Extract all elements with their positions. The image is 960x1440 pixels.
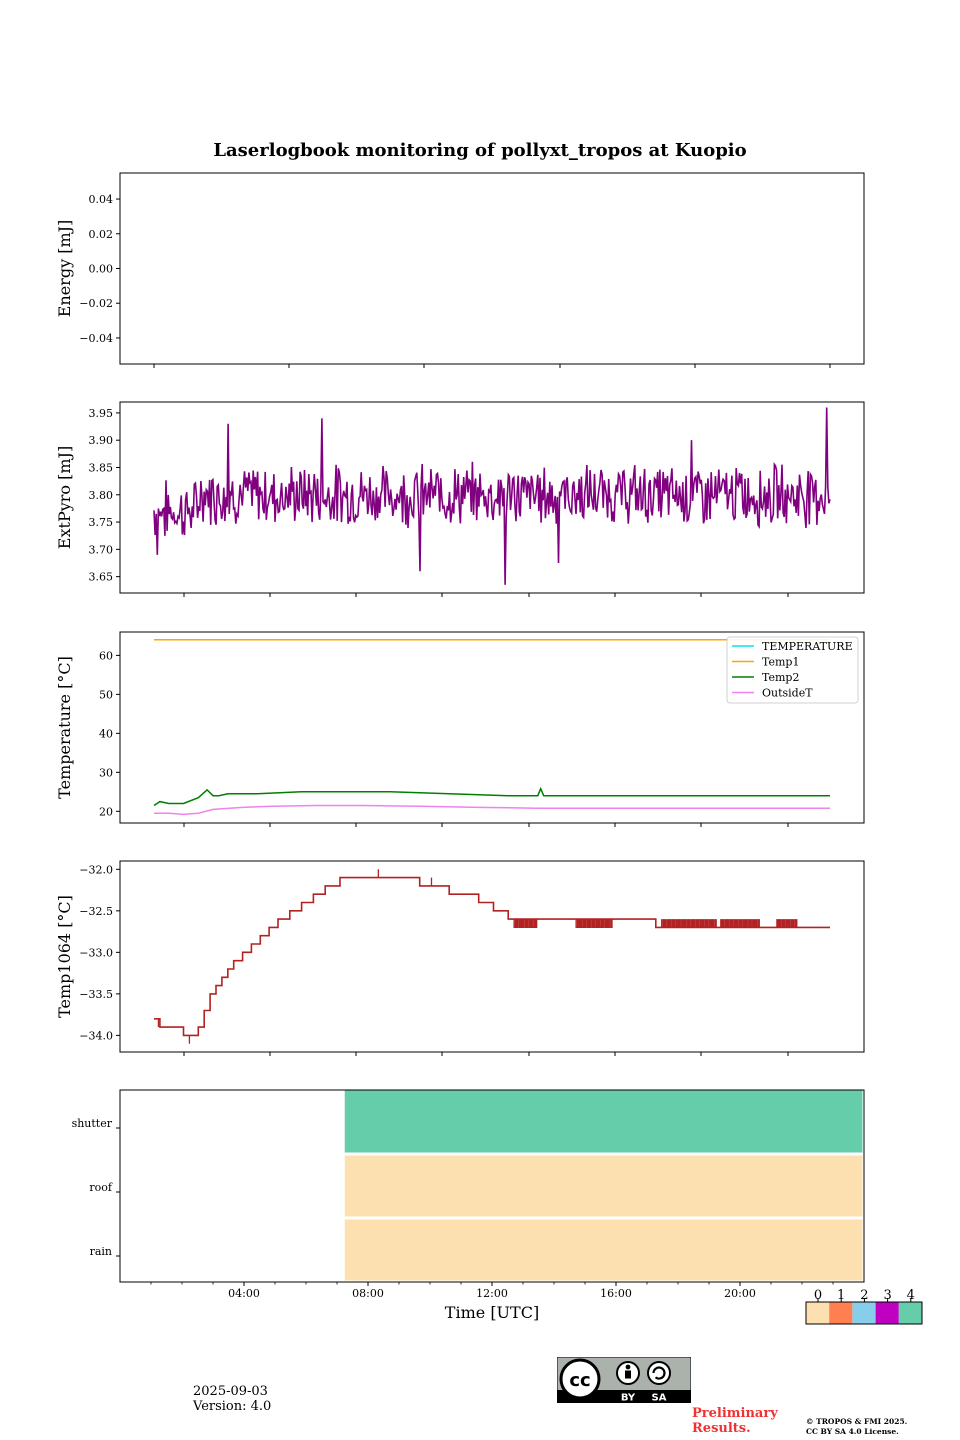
extpyro-ylabel: ExtPyro [mJ] (55, 446, 74, 549)
energy-frame (119, 172, 865, 365)
copyright-line-1: © TROPOS & FMI 2025. (806, 1417, 908, 1426)
status-panel: shutter roof rain 04:00 08:00 12:00 16:00 20:00… (72, 1089, 865, 1322)
energy-ytick-label: 0.02 (89, 228, 114, 241)
colorbar-swatch (829, 1302, 853, 1324)
temperature-ytick-label: 30 (99, 766, 113, 779)
footer-info: 2025-09-03 Version: 4.0 (193, 1384, 271, 1414)
colorbar-swatch (806, 1302, 830, 1324)
preliminary-note: Preliminary Results. (692, 1406, 778, 1436)
by-label: BY (621, 1393, 636, 1404)
footer-date: 2025-09-03 (193, 1384, 268, 1399)
footer-version: Version: 4.0 (193, 1399, 272, 1414)
temp1064-toggle (720, 919, 760, 929)
status-row-label: shutter (72, 1117, 113, 1130)
energy-ytick-label: −0.02 (79, 297, 113, 310)
extpyro-panel: 3.95 3.90 3.85 3.80 3.75 3.70 3.65 ExtPyro [mJ] (55, 401, 865, 597)
status-xtick-label: 12:00 (476, 1287, 508, 1300)
temperature-ytick-label: 50 (99, 688, 113, 701)
energy-ytick-label: 0.00 (89, 263, 114, 276)
extpyro-ytick-label: 3.90 (89, 434, 114, 447)
colorbar-label: 0 (814, 1288, 822, 1303)
x-axis-label: Time [UTC] (445, 1303, 539, 1322)
extpyro-ytick-label: 3.75 (89, 516, 114, 529)
status-row-label: rain (90, 1245, 112, 1258)
temperature-ytick-label: 40 (99, 727, 113, 740)
figure-title: Laserlogbook monitoring of pollyxt_tropo… (213, 140, 747, 161)
temp1064-toggle (661, 919, 717, 929)
colorbar-label: 4 (907, 1288, 915, 1303)
cc-by-sa-badge-icon: cc BY SA (557, 1357, 691, 1403)
temperature-ylabel: Temperature [°C] (55, 656, 74, 799)
energy-ylabel: Energy [mJ] (55, 220, 74, 318)
cc-label: cc (569, 1370, 590, 1391)
copyright-note: © TROPOS & FMI 2025. CC BY SA 4.0 Licens… (806, 1417, 907, 1437)
extpyro-ytick-label: 3.95 (89, 407, 114, 420)
colorbar-label: 3 (883, 1288, 891, 1303)
temp1064-toggle (776, 919, 798, 929)
extpyro-ytick-label: 3.70 (89, 543, 114, 556)
legend-label: Temp2 (762, 671, 799, 684)
status-xtick-label: 20:00 (724, 1287, 756, 1300)
energy-ytick-label: 0.04 (89, 193, 114, 206)
extpyro-series-line (153, 407, 831, 585)
temperature-frame (119, 631, 865, 824)
extpyro-ytick-label: 3.85 (89, 461, 114, 474)
preliminary-line-2: Results. (692, 1421, 751, 1436)
status-bar-roof (344, 1155, 863, 1217)
colorbar-label: 2 (860, 1288, 868, 1303)
copyright-line-2: CC BY SA 4.0 License. (806, 1427, 899, 1436)
temperature-ytick-label: 60 (99, 649, 113, 662)
temp1064-ylabel: Temp1064 [°C] (55, 895, 74, 1018)
extpyro-frame (119, 401, 865, 594)
legend-box (726, 636, 859, 704)
temperature-ytick-label: 20 (99, 805, 113, 818)
temp1064-ytick-label: −34.0 (79, 1029, 113, 1042)
temp1064-series-line (154, 876, 830, 1037)
status-xtick-label: 08:00 (352, 1287, 384, 1300)
colorbar-swatch (852, 1302, 876, 1324)
temp1064-ytick-label: −33.5 (79, 988, 113, 1001)
extpyro-ytick-label: 3.65 (89, 571, 114, 584)
temp1064-toggle (513, 919, 538, 929)
temp1064-panel: −32.0 −32.5 −33.0 −33.5 −34.0 Temp1064 [°C] (55, 860, 865, 1056)
energy-panel: 0.04 0.02 0.00 −0.02 −0.04 Energy [mJ] (55, 172, 865, 368)
series-line-outsidet (154, 804, 830, 816)
colorbar-swatch (875, 1302, 899, 1324)
legend-label: OutsideT (762, 687, 813, 700)
status-xtick-label: 16:00 (600, 1287, 632, 1300)
temperature-panel: 60 50 40 30 20 Temperature [°C] TEMPERATURE Tem… (55, 631, 865, 827)
temperature-legend: TEMPERATURE Temp1 Temp2 OutsideT (726, 636, 859, 704)
status-bar-rain (344, 1219, 863, 1281)
temp1064-ytick-label: −32.0 (79, 863, 113, 876)
legend-label: TEMPERATURE (762, 640, 853, 653)
temp1064-ytick-label: −33.0 (79, 946, 113, 959)
extpyro-ytick-label: 3.80 (89, 489, 114, 502)
preliminary-line-1: Preliminary (692, 1406, 778, 1421)
status-xtick-label: 04:00 (228, 1287, 260, 1300)
status-row-label: roof (89, 1181, 113, 1194)
energy-ytick-label: −0.04 (79, 332, 113, 345)
status-bar-shutter (344, 1090, 863, 1153)
temp1064-frame (119, 860, 865, 1053)
series-line-temp2 (153, 786, 830, 807)
colorbar-label: 1 (837, 1288, 845, 1303)
colorbar-frame (805, 1301, 923, 1325)
colorbar-swatch (898, 1302, 922, 1324)
sa-label: SA (652, 1393, 667, 1404)
temp1064-ytick-label: −32.5 (79, 905, 113, 918)
legend-label: Temp1 (762, 656, 799, 669)
temp1064-toggle (575, 919, 613, 929)
